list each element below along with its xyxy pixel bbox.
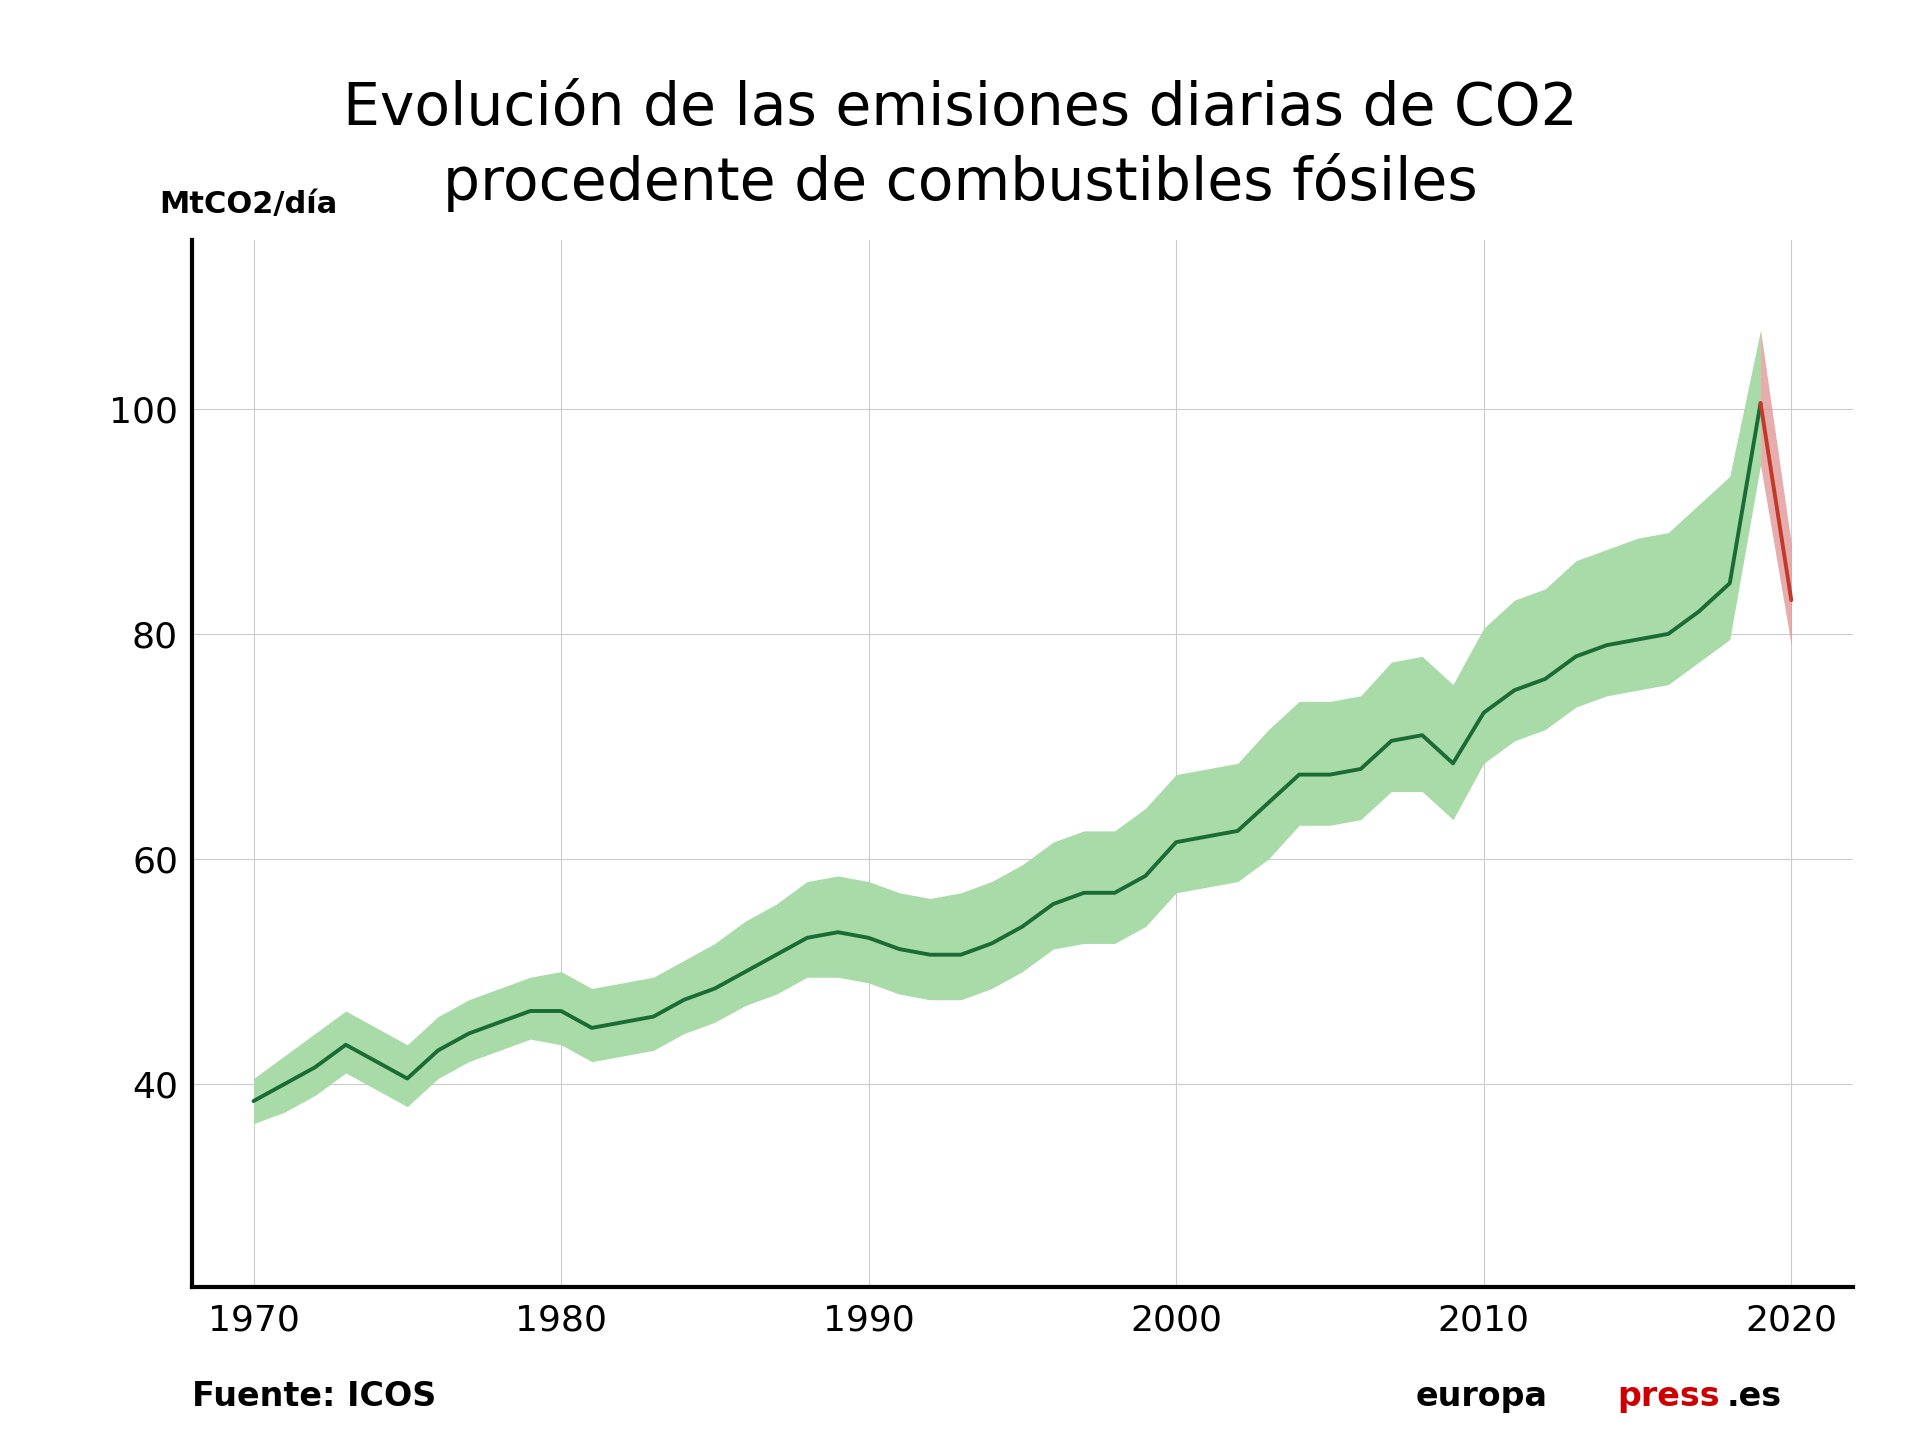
Text: Evolución de las emisiones diarias de CO2
procedente de combustibles fósiles: Evolución de las emisiones diarias de CO… bbox=[342, 80, 1578, 212]
Text: Fuente: ICOS: Fuente: ICOS bbox=[192, 1380, 436, 1413]
Text: .es: .es bbox=[1726, 1380, 1782, 1413]
Text: press: press bbox=[1619, 1380, 1720, 1413]
Text: MtCO2/día: MtCO2/día bbox=[159, 190, 338, 220]
Text: europa: europa bbox=[1415, 1380, 1548, 1413]
